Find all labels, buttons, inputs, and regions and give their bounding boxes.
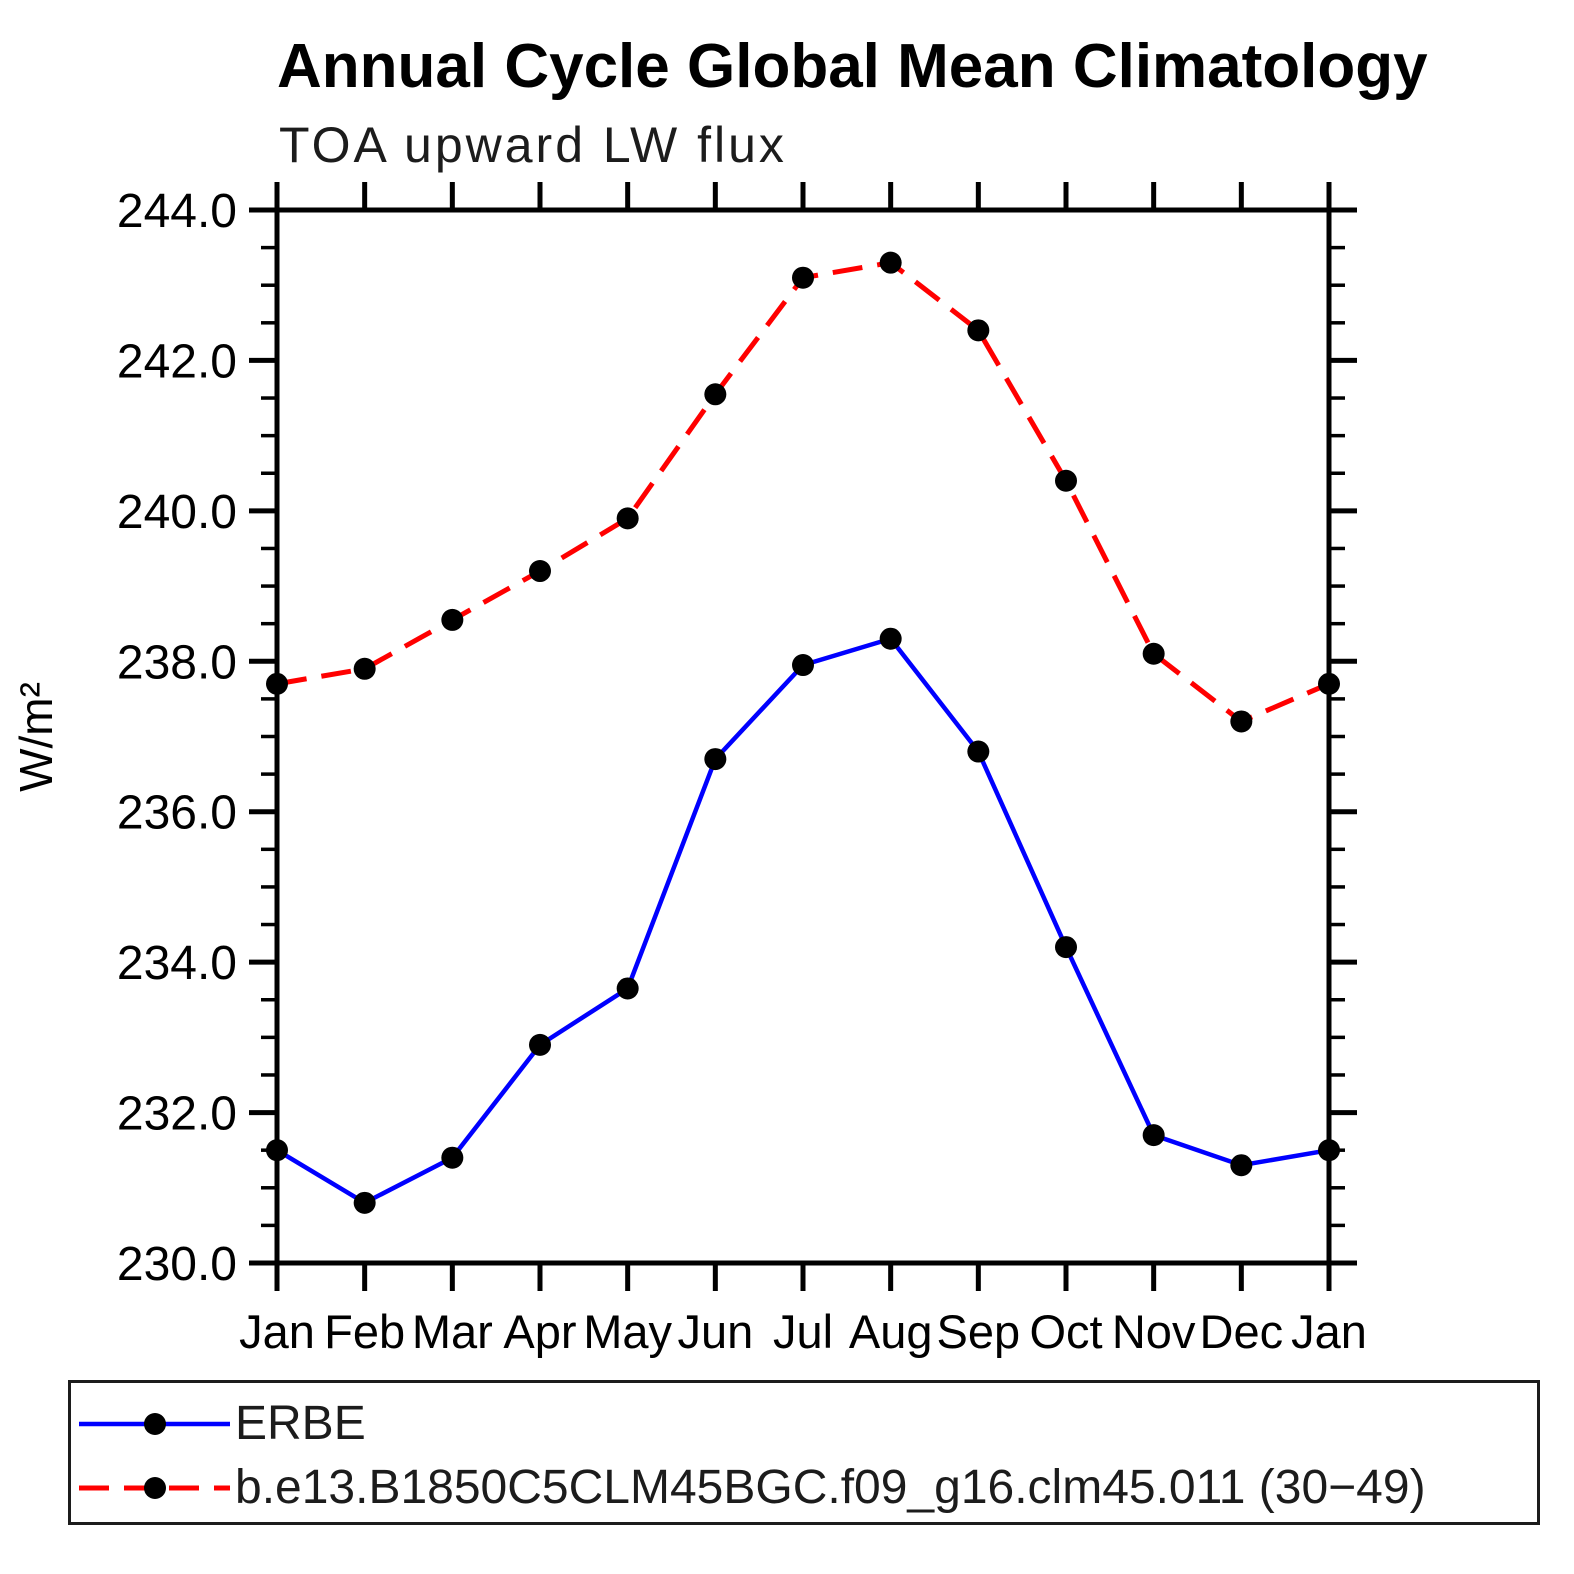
x-tick-label: Feb bbox=[324, 1305, 405, 1358]
data-point bbox=[704, 748, 727, 771]
legend-entry-model: b.e13.B1850C5CLM45BGC.f09_g16.clm45.011 … bbox=[79, 1461, 1426, 1514]
data-point bbox=[792, 266, 814, 289]
data-point bbox=[353, 657, 376, 680]
x-tick-label: Jan bbox=[239, 1305, 315, 1358]
x-tick-label: Oct bbox=[1029, 1305, 1102, 1358]
legend-sample-line-dashed bbox=[79, 1477, 230, 1499]
x-tick-label: Aug bbox=[849, 1305, 933, 1358]
data-point bbox=[879, 627, 902, 650]
data-point bbox=[266, 672, 288, 695]
legend-entry-erbe: ERBE bbox=[79, 1397, 366, 1450]
data-point bbox=[1142, 642, 1165, 665]
legend-box: ERBE b.e13.B1850C5CLM45BGC.f09_g16.clm45… bbox=[68, 1380, 1540, 1525]
y-tick-label: 240.0 bbox=[117, 486, 237, 539]
x-tick-label: Nov bbox=[1112, 1305, 1196, 1358]
data-point bbox=[616, 507, 639, 530]
data-point bbox=[1055, 469, 1077, 492]
data-point bbox=[353, 1191, 376, 1214]
data-point bbox=[616, 977, 639, 1000]
y-tick-label: 234.0 bbox=[117, 937, 237, 990]
data-point bbox=[967, 319, 990, 342]
plot-frame bbox=[274, 207, 1332, 1266]
y-axis-title: W/m² bbox=[10, 682, 62, 792]
legend-sample-line-solid bbox=[79, 1413, 230, 1435]
data-point bbox=[529, 1033, 551, 1056]
series-line-1 bbox=[276, 260, 1330, 725]
chart-title: Annual Cycle Global Mean Climatology bbox=[277, 32, 1428, 101]
data-point bbox=[1055, 936, 1077, 959]
chart-subtitle: TOA upward LW flux bbox=[279, 117, 787, 173]
y-tick-label: 232.0 bbox=[117, 1088, 237, 1141]
legend-label-model: b.e13.B1850C5CLM45BGC.f09_g16.clm45.011 … bbox=[235, 1461, 1426, 1514]
legend-label-erbe: ERBE bbox=[235, 1397, 366, 1450]
x-tick-label: Jun bbox=[677, 1305, 753, 1358]
data-point bbox=[879, 251, 902, 274]
series-line-0 bbox=[275, 636, 1330, 1206]
x-tick-label: Jan bbox=[1291, 1305, 1367, 1358]
data-point bbox=[792, 654, 814, 677]
y-tick-label: 244.0 bbox=[117, 185, 237, 238]
x-tick-label: Mar bbox=[412, 1305, 493, 1358]
x-tick-label: Dec bbox=[1200, 1305, 1284, 1358]
x-tick-label: Sep bbox=[937, 1305, 1021, 1358]
data-point bbox=[266, 1139, 288, 1162]
data-point bbox=[529, 560, 551, 583]
y-tick-label: 230.0 bbox=[117, 1238, 237, 1291]
data-point bbox=[704, 383, 727, 406]
y-tick-label: 242.0 bbox=[117, 335, 237, 388]
data-point bbox=[1318, 672, 1340, 695]
data-point bbox=[441, 1146, 464, 1169]
data-point bbox=[1318, 1139, 1340, 1162]
x-tick-label: Apr bbox=[503, 1305, 576, 1358]
x-tick-label: Jul bbox=[773, 1305, 833, 1358]
y-tick-label: 238.0 bbox=[117, 636, 237, 689]
x-tick-label: May bbox=[583, 1305, 672, 1358]
data-point bbox=[1230, 1154, 1253, 1177]
data-point bbox=[1142, 1124, 1165, 1147]
data-point bbox=[967, 740, 990, 763]
data-point bbox=[441, 608, 464, 631]
y-tick-label: 236.0 bbox=[117, 787, 237, 840]
data-point bbox=[1230, 710, 1253, 733]
